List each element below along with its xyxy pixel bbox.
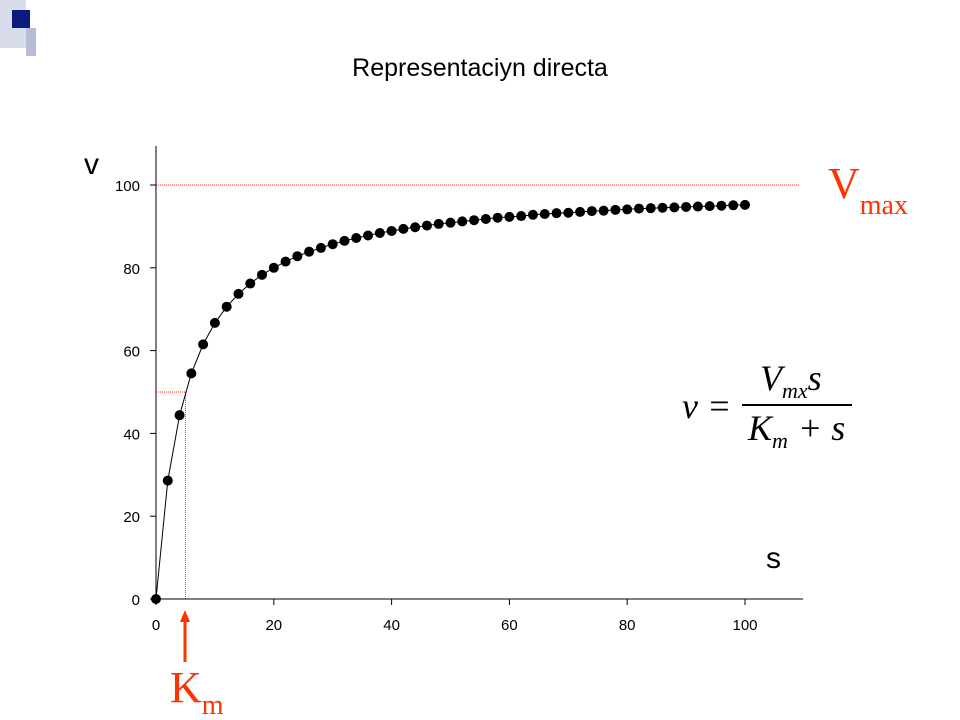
data-point (292, 251, 303, 262)
data-point (433, 218, 444, 229)
data-point (469, 215, 480, 226)
data-point (151, 594, 161, 604)
data-point (245, 278, 256, 289)
data-point (268, 262, 279, 273)
data-point (657, 202, 668, 213)
data-points (151, 199, 750, 604)
km-label: Km (170, 663, 224, 720)
data-point (740, 199, 750, 210)
eq-num-main: V (760, 358, 786, 398)
data-point (610, 204, 621, 215)
data-point (315, 242, 326, 253)
eq-den-tail: + s (798, 408, 845, 448)
data-point (692, 201, 703, 212)
data-point (363, 230, 374, 241)
equation: v = Vmxs Km + s (682, 358, 852, 453)
data-point (386, 225, 397, 236)
chart-title: Representaciyn directa (352, 54, 608, 82)
data-point (669, 202, 680, 213)
data-point (457, 216, 468, 227)
corner-decoration (0, 0, 36, 60)
data-point (539, 208, 550, 219)
y-tick-label: 100 (115, 178, 140, 195)
data-point (445, 217, 456, 228)
x-tick-label: 100 (732, 617, 757, 634)
data-point (480, 213, 491, 224)
equation-numerator: Vmxs (760, 358, 822, 403)
data-point (410, 222, 421, 233)
data-point (209, 317, 220, 328)
y-tick-label: 80 (123, 261, 140, 278)
data-point (174, 410, 185, 421)
y-tick-label: 60 (123, 344, 140, 361)
data-point (586, 206, 597, 217)
vmax-label: Vmax (828, 159, 908, 221)
data-point (162, 475, 173, 486)
data-point (374, 228, 385, 239)
corner-square-mid (26, 28, 36, 56)
data-point (728, 200, 739, 211)
eq-den-sub: m (772, 428, 788, 453)
equation-lhs: v = (682, 386, 731, 426)
data-point (351, 232, 362, 243)
data-point (257, 269, 268, 280)
data-point (716, 200, 727, 211)
x-tick-label: 40 (383, 617, 400, 634)
corner-square-dark (12, 10, 30, 28)
axes (155, 146, 803, 600)
data-point (575, 206, 586, 217)
data-point (504, 211, 515, 222)
data-point (681, 201, 692, 212)
km-arrow-head (180, 610, 190, 622)
km-label-main: K (170, 663, 202, 712)
data-point (186, 368, 197, 379)
x-tick-label: 80 (619, 617, 636, 634)
data-point (280, 256, 291, 267)
x-tick-label: 0 (152, 617, 160, 634)
data-point (563, 207, 574, 218)
x-ticks: 0 20 40 60 80 100 (152, 599, 758, 634)
guide-lines (156, 184, 800, 599)
data-point (492, 212, 503, 223)
x-axis-label: s (766, 542, 781, 575)
data-point (233, 288, 244, 299)
data-point (304, 246, 315, 257)
km-label-sub: m (202, 690, 224, 720)
data-point (704, 201, 715, 212)
data-point (198, 339, 209, 350)
data-point (327, 239, 338, 250)
data-point (221, 301, 232, 312)
y-tick-label: 40 (123, 426, 140, 443)
data-point (398, 223, 409, 234)
y-tick-label: 20 (123, 509, 140, 526)
equation-denominator: Km + s (747, 408, 845, 453)
vmax-label-sub: max (860, 190, 908, 221)
y-axis-label: v (84, 148, 99, 181)
km-arrow (180, 610, 190, 662)
eq-num-tail: s (808, 358, 822, 398)
data-point (633, 203, 644, 214)
data-curve (155, 204, 746, 600)
data-point (598, 205, 609, 216)
x-tick-label: 20 (265, 617, 282, 634)
x-tick-label: 60 (501, 617, 518, 634)
data-point (339, 235, 350, 246)
y-tick-label: 0 (132, 592, 140, 609)
vmax-label-main: V (828, 159, 860, 208)
data-point (645, 203, 656, 214)
y-ticks: 0 20 40 60 80 100 (115, 178, 156, 609)
data-point (551, 208, 562, 219)
data-point (622, 204, 633, 215)
eq-num-sub: mx (782, 378, 808, 403)
eq-den-main: K (747, 408, 774, 448)
data-point (527, 209, 538, 220)
data-point (421, 220, 432, 231)
data-point (516, 211, 527, 222)
